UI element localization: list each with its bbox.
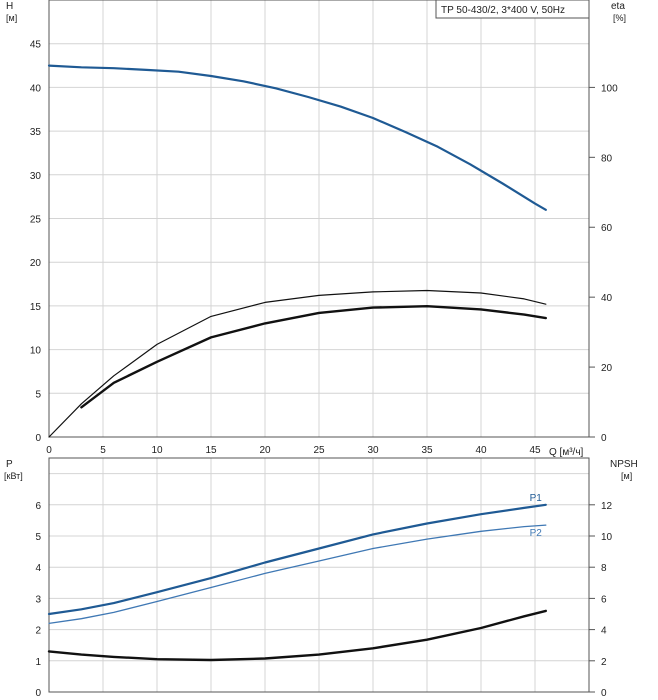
x-tick-label: 45 (529, 445, 541, 456)
x-tick-label: 30 (367, 445, 379, 456)
head-curve (47, 64, 547, 211)
y-left-tick-label: 6 (35, 501, 41, 512)
efficiency-curve-lower (80, 305, 547, 409)
y-right-tick-label: 40 (601, 293, 613, 304)
y-left-tick-label: 0 (35, 433, 41, 444)
series-label-p2: P2 (530, 528, 543, 539)
upper-right-axis-unit: [%] (613, 13, 626, 23)
lower-series: P1 P2 (47, 493, 547, 662)
lower-left-axis-label: P (6, 459, 13, 470)
x-tick-label: 15 (205, 445, 217, 456)
chart-title: TP 50-430/2, 3*400 V, 50Hz (441, 5, 565, 16)
y-right-tick-label: 0 (601, 433, 607, 444)
series-label-p1: P1 (530, 493, 543, 504)
upper-tick-labels: 0 5 10 15 20 25 30 35 40 45 0 5 10 15 20 25 30 35 40 45 0 20 4… (30, 40, 618, 456)
legend-box (435, 0, 590, 19)
upper-left-axis-label: H (6, 1, 13, 12)
y-left-tick-label: 15 (30, 302, 42, 313)
lower-left-axis-unit: [кВт] (4, 471, 23, 481)
upper-plot-frame (48, 0, 590, 438)
y-right-tick-label: 6 (601, 594, 607, 605)
y-left-tick-label: 45 (30, 40, 42, 51)
efficiency-curve-upper (48, 289, 547, 438)
power-curve-p1 (47, 503, 547, 616)
x-tick-label: 35 (421, 445, 433, 456)
lower-right-axis-label: NPSH (610, 459, 638, 470)
y-left-tick-label: 2 (35, 626, 41, 637)
y-left-tick-label: 40 (30, 83, 42, 94)
x-axis-label: Q [м³/ч] (549, 447, 584, 458)
power-curve-p2 (48, 524, 547, 625)
lower-right-axis-unit: [м] (621, 471, 632, 481)
y-left-tick-label: 4 (35, 563, 41, 574)
y-right-tick-label: 12 (601, 501, 613, 512)
y-right-tick-label: 4 (601, 626, 607, 637)
upper-series (47, 64, 547, 438)
lower-grid (49, 458, 589, 692)
upper-right-axis-label: eta (611, 1, 625, 12)
y-right-tick-label: 60 (601, 223, 613, 234)
y-left-tick-label: 5 (35, 532, 41, 543)
y-left-tick-label: 30 (30, 171, 42, 182)
y-right-tick-label: 10 (601, 532, 613, 543)
y-left-tick-label: 1 (35, 657, 41, 668)
x-tick-label: 20 (259, 445, 271, 456)
x-tick-label: 25 (313, 445, 325, 456)
lower-plot-frame (48, 457, 590, 693)
y-left-tick-label: 10 (30, 346, 42, 357)
upper-panel: 0 5 10 15 20 25 30 35 40 45 0 5 10 15 20 25 30 35 40 45 0 20 4… (6, 0, 626, 458)
upper-left-axis-unit: [м] (6, 13, 17, 23)
x-tick-label: 0 (46, 445, 52, 456)
y-right-tick-label: 20 (601, 363, 613, 374)
npsh-curve (47, 609, 547, 662)
y-left-tick-label: 5 (35, 389, 41, 400)
x-tick-label: 10 (151, 445, 163, 456)
y-left-tick-label: 20 (30, 258, 42, 269)
y-left-tick-label: 35 (30, 127, 42, 138)
upper-grid (49, 0, 589, 437)
y-left-tick-label: 25 (30, 215, 42, 226)
y-right-tick-label: 100 (601, 83, 618, 94)
y-right-tick-label: 2 (601, 657, 607, 668)
x-tick-label: 5 (100, 445, 106, 456)
x-tick-label: 40 (475, 445, 487, 456)
y-left-tick-label: 3 (35, 594, 41, 605)
y-right-tick-label: 0 (601, 688, 607, 699)
y-right-tick-label: 8 (601, 563, 607, 574)
y-right-tick-label: 80 (601, 153, 613, 164)
y-left-tick-label: 0 (35, 688, 41, 699)
